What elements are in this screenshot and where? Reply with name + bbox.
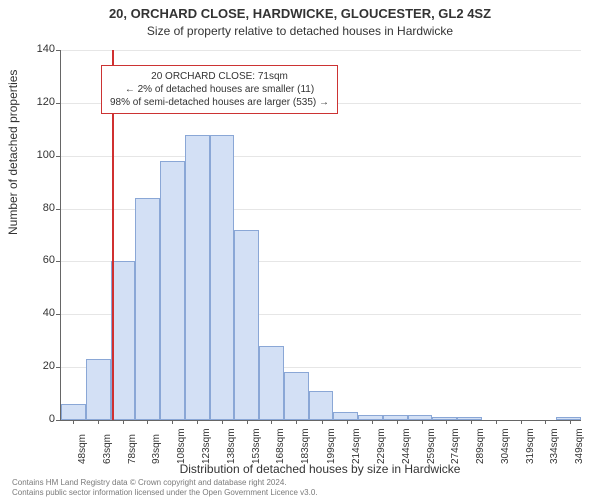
chart-container: 20, ORCHARD CLOSE, HARDWICKE, GLOUCESTER… [0,0,600,500]
y-tick-mark [56,103,60,104]
x-tick-mark [422,420,423,424]
y-tick-label: 40 [15,307,55,319]
x-tick-label: 93sqm [151,434,162,464]
x-tick-mark [271,420,272,424]
x-tick-label: 334sqm [549,428,560,464]
histogram-bar [432,417,457,420]
y-tick-label: 140 [15,43,55,55]
x-tick-label: 138sqm [226,428,237,464]
histogram-bar [408,415,433,420]
x-tick-mark [545,420,546,424]
x-tick-mark [222,420,223,424]
histogram-bar [284,372,309,420]
x-tick-label: 183sqm [300,428,311,464]
histogram-bar [259,346,284,420]
x-tick-mark [397,420,398,424]
y-tick-label: 80 [15,202,55,214]
histogram-bar [358,415,383,420]
x-tick-label: 108sqm [176,428,187,464]
x-tick-mark [570,420,571,424]
x-tick-label: 78sqm [127,434,138,464]
histogram-bar [111,261,136,420]
y-tick-mark [56,261,60,262]
histogram-bar [457,417,482,420]
x-tick-mark [372,420,373,424]
x-tick-mark [496,420,497,424]
grid-line [61,50,581,51]
x-tick-label: 214sqm [351,428,362,464]
histogram-bar [333,412,358,420]
y-tick-label: 120 [15,96,55,108]
histogram-bar [135,198,160,420]
y-tick-label: 60 [15,254,55,266]
x-tick-label: 259sqm [426,428,437,464]
histogram-bar [160,161,185,420]
annotation-line1: 20 ORCHARD CLOSE: 71sqm [110,70,329,83]
x-tick-label: 274sqm [450,428,461,464]
x-tick-label: 304sqm [500,428,511,464]
x-tick-mark [471,420,472,424]
histogram-bar [210,135,235,420]
histogram-bar [185,135,210,420]
x-tick-mark [172,420,173,424]
x-tick-mark [197,420,198,424]
y-tick-mark [56,367,60,368]
x-tick-label: 153sqm [251,428,262,464]
histogram-bar [556,417,581,420]
x-tick-mark [123,420,124,424]
x-tick-label: 48sqm [77,434,88,464]
y-tick-mark [56,420,60,421]
y-tick-label: 100 [15,149,55,161]
y-tick-mark [56,209,60,210]
x-tick-mark [322,420,323,424]
x-tick-label: 289sqm [475,428,486,464]
x-tick-label: 168sqm [275,428,286,464]
x-tick-mark [98,420,99,424]
x-tick-mark [521,420,522,424]
plot-area: 20 ORCHARD CLOSE: 71sqm ← 2% of detached… [60,50,581,421]
x-tick-mark [73,420,74,424]
x-tick-mark [347,420,348,424]
x-tick-label: 123sqm [201,428,212,464]
x-tick-label: 319sqm [525,428,536,464]
x-tick-label: 199sqm [326,428,337,464]
y-tick-mark [56,156,60,157]
footer-line2: Contains public sector information licen… [12,488,318,498]
x-tick-label: 229sqm [376,428,387,464]
annotation-line3: 98% of semi-detached houses are larger (… [110,96,329,109]
x-tick-mark [296,420,297,424]
annotation-box: 20 ORCHARD CLOSE: 71sqm ← 2% of detached… [101,65,338,114]
footer-attribution: Contains HM Land Registry data © Crown c… [12,478,318,498]
x-tick-label: 63sqm [102,434,113,464]
grid-line [61,156,581,157]
x-tick-label: 349sqm [574,428,585,464]
y-tick-mark [56,50,60,51]
histogram-bar [383,415,408,420]
histogram-bar [61,404,86,420]
footer-line1: Contains HM Land Registry data © Crown c… [12,478,318,488]
y-tick-mark [56,314,60,315]
annotation-line2: ← 2% of detached houses are smaller (11) [110,83,329,96]
y-tick-label: 20 [15,360,55,372]
chart-title-address: 20, ORCHARD CLOSE, HARDWICKE, GLOUCESTER… [0,6,600,21]
x-tick-mark [247,420,248,424]
x-axis-label: Distribution of detached houses by size … [60,462,580,476]
x-tick-mark [147,420,148,424]
x-tick-label: 244sqm [401,428,412,464]
histogram-bar [309,391,334,420]
y-tick-label: 0 [15,413,55,425]
histogram-bar [234,230,259,420]
histogram-bar [86,359,111,420]
x-tick-mark [446,420,447,424]
chart-subtitle: Size of property relative to detached ho… [0,24,600,38]
